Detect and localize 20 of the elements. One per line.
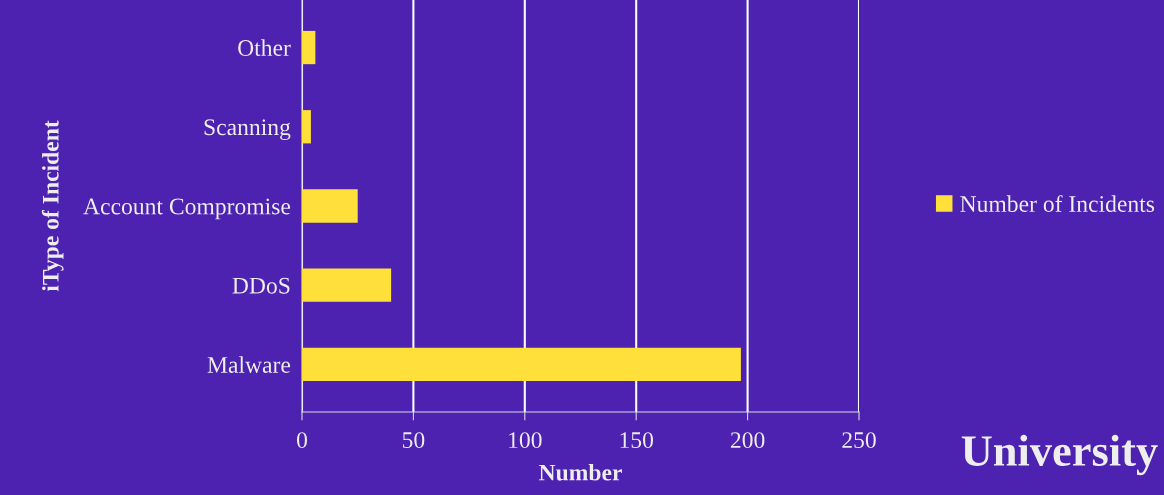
x-tick-label: 0	[297, 432, 307, 449]
x-axis-title: Number	[538, 463, 622, 481]
x-tick-label: 250	[842, 432, 876, 449]
y-axis-title: iType of Incident	[41, 120, 64, 292]
y-tick-label: Account Compromise	[83, 198, 291, 220]
bar	[302, 189, 358, 223]
x-tick-label: 100	[509, 432, 542, 449]
bar	[302, 110, 311, 144]
y-tick-label: Other	[238, 39, 291, 56]
legend-label: Number of Incidents	[960, 195, 1155, 212]
bar	[302, 268, 392, 302]
y-tick-label: DDoS	[232, 277, 290, 294]
x-tick-label: 50	[402, 432, 425, 449]
x-tick-label: 200	[730, 432, 765, 449]
y-tick-label: Scanning	[204, 119, 291, 141]
y-tick-label: Malware	[207, 356, 291, 373]
x-tick-label: 150	[620, 432, 654, 449]
bar	[302, 347, 741, 382]
bar	[302, 30, 316, 65]
text: University	[961, 434, 1158, 476]
